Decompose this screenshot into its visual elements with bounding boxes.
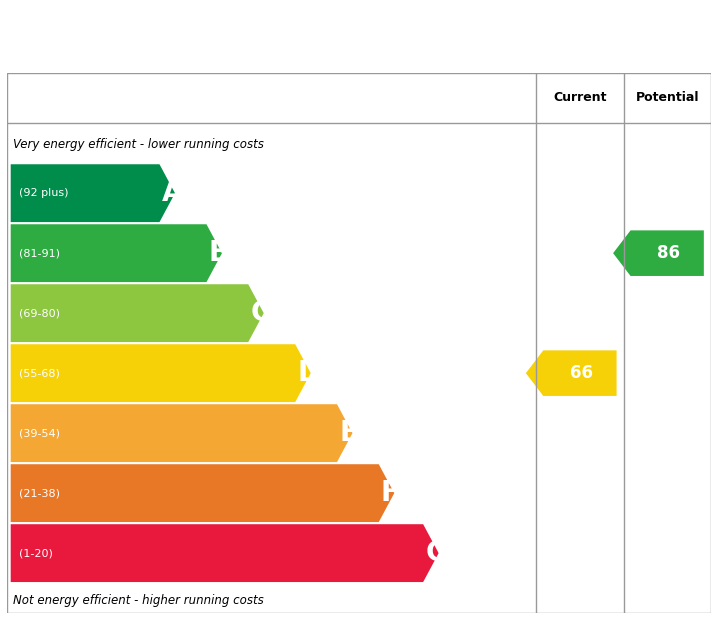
Text: A: A <box>162 179 183 207</box>
Polygon shape <box>11 224 222 282</box>
Text: Not energy efficient - higher running costs: Not energy efficient - higher running co… <box>13 594 264 607</box>
Polygon shape <box>613 230 704 276</box>
Text: (69-80): (69-80) <box>19 308 60 318</box>
Polygon shape <box>11 524 439 582</box>
Text: D: D <box>297 359 320 387</box>
Text: 86: 86 <box>658 244 681 262</box>
Polygon shape <box>11 284 264 342</box>
Text: (1-20): (1-20) <box>19 548 53 558</box>
Polygon shape <box>526 350 617 396</box>
Polygon shape <box>11 344 311 402</box>
Text: (55-68): (55-68) <box>19 368 60 378</box>
Text: (21-38): (21-38) <box>19 488 60 498</box>
Text: G: G <box>425 539 448 567</box>
Text: Very energy efficient - lower running costs: Very energy efficient - lower running co… <box>13 138 264 151</box>
Polygon shape <box>11 464 394 522</box>
Text: Energy Efficiency Rating: Energy Efficiency Rating <box>22 20 482 53</box>
Text: E: E <box>339 419 358 447</box>
Text: Potential: Potential <box>635 92 699 105</box>
Polygon shape <box>11 404 353 462</box>
Text: C: C <box>251 299 271 327</box>
Polygon shape <box>11 164 175 222</box>
Text: (39-54): (39-54) <box>19 428 60 438</box>
Text: 66: 66 <box>570 364 593 382</box>
Text: (92 plus): (92 plus) <box>19 188 69 198</box>
Text: B: B <box>209 239 230 267</box>
Text: F: F <box>381 479 400 507</box>
Text: (81-91): (81-91) <box>19 248 60 258</box>
Text: Current: Current <box>553 92 607 105</box>
